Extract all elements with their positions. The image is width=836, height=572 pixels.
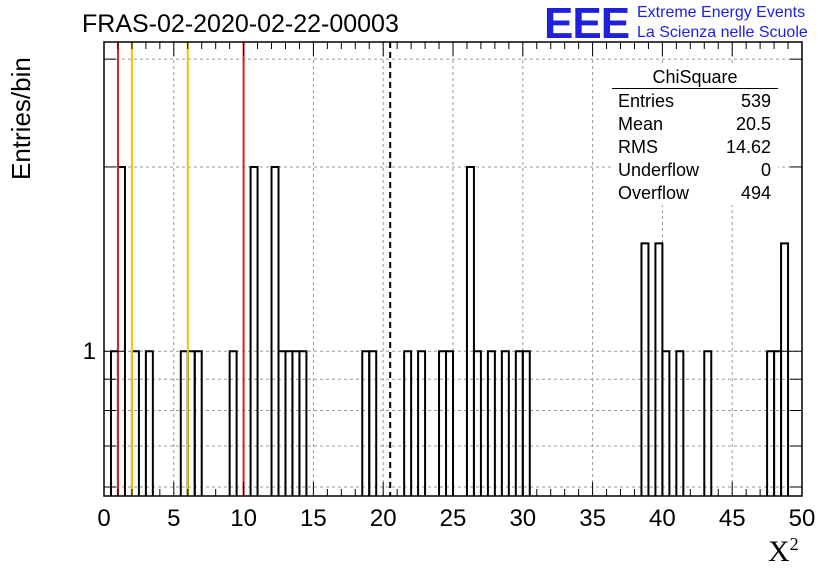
stats-label: RMS bbox=[618, 137, 658, 157]
histogram-bin bbox=[277, 350, 287, 496]
histogram-bin bbox=[445, 350, 454, 496]
histogram-bin bbox=[291, 350, 301, 496]
histogram-bin bbox=[403, 350, 413, 496]
x-tick-label: 40 bbox=[649, 505, 676, 532]
histogram-bin bbox=[521, 350, 531, 496]
stats-label: Underflow bbox=[618, 160, 700, 180]
stats-row-mean: Mean 20.5 bbox=[612, 113, 778, 136]
y-axis-label: Entries/bin bbox=[6, 57, 36, 180]
histogram-bin bbox=[654, 242, 664, 496]
histogram-bin bbox=[193, 350, 203, 496]
histogram-bin bbox=[116, 165, 126, 496]
x-tick-label: 45 bbox=[719, 505, 746, 532]
histogram-bin bbox=[144, 350, 154, 496]
x-tick-label: 20 bbox=[370, 505, 397, 532]
histogram-bin bbox=[179, 350, 189, 496]
x-tick-label: 0 bbox=[97, 505, 110, 532]
x-tick-label: 5 bbox=[167, 505, 180, 532]
logo-mark: EEE bbox=[544, 0, 630, 48]
histogram-bin bbox=[249, 165, 259, 496]
histogram-bin bbox=[368, 350, 378, 496]
histogram-bin bbox=[361, 350, 371, 496]
stats-label: Overflow bbox=[618, 183, 690, 203]
histogram-bin bbox=[640, 242, 650, 496]
histogram-bin bbox=[766, 350, 776, 496]
histogram-bin bbox=[228, 350, 238, 496]
histogram-bin bbox=[109, 350, 119, 496]
stats-title: ChiSquare bbox=[612, 66, 778, 89]
stats-value: 539 bbox=[740, 91, 771, 111]
histogram-bin bbox=[186, 350, 196, 496]
histogram-bin bbox=[465, 165, 475, 496]
x-tick-label: 30 bbox=[509, 505, 536, 532]
x-tick-label: 10 bbox=[230, 505, 257, 532]
marker-lines bbox=[116, 42, 392, 496]
axis-ticks bbox=[103, 42, 803, 496]
stats-row-underflow: Underflow 0 bbox=[612, 159, 778, 182]
stats-value: 494 bbox=[740, 183, 771, 203]
histogram-bin bbox=[780, 242, 790, 496]
x-axis-label: X2 bbox=[768, 534, 799, 568]
histogram-bin bbox=[438, 350, 448, 496]
histogram-bin bbox=[298, 350, 308, 496]
histogram-bin bbox=[486, 350, 496, 496]
tick-labels: 0 5 10 15 20 25 30 35 40 45 50 1 bbox=[83, 338, 816, 532]
histogram-bin bbox=[661, 350, 671, 496]
x-tick-label: 25 bbox=[440, 505, 467, 532]
histogram-bin bbox=[417, 350, 427, 496]
histogram-bin bbox=[773, 350, 783, 496]
stats-value: 20.5 bbox=[735, 114, 771, 134]
stats-row-overflow: Overflow 494 bbox=[612, 182, 778, 205]
histogram-bin bbox=[284, 350, 294, 496]
y-tick-label: 1 bbox=[83, 338, 96, 365]
histogram-bin bbox=[703, 350, 713, 496]
x-tick-label: 35 bbox=[579, 505, 606, 532]
logo-line-1: Extreme Energy Events bbox=[637, 4, 806, 21]
histogram-bin bbox=[514, 350, 524, 496]
stats-label: Entries bbox=[618, 91, 675, 111]
stats-row-entries: Entries 539 bbox=[612, 90, 778, 113]
histogram-bin bbox=[675, 350, 685, 496]
histogram-bin bbox=[130, 350, 140, 496]
x-tick-label: 15 bbox=[300, 505, 327, 532]
x-tick-label: 50 bbox=[789, 505, 816, 532]
stats-row-rms: RMS 14.62 bbox=[612, 136, 778, 159]
stats-box: ChiSquare Entries 539 Mean 20.5 RMS 14.6… bbox=[612, 66, 778, 205]
histogram-bin bbox=[472, 350, 482, 496]
stats-value: 14.62 bbox=[725, 137, 771, 157]
histogram-bin bbox=[270, 165, 280, 496]
stats-label: Mean bbox=[618, 114, 664, 134]
chart-title: FRAS-02-2020-02-22-00003 bbox=[82, 10, 399, 38]
histogram-bins bbox=[109, 165, 790, 496]
histogram-bin bbox=[500, 350, 510, 496]
stats-value: 0 bbox=[760, 160, 771, 180]
logo-line-2: La Scienza nelle Scuole bbox=[637, 24, 808, 41]
